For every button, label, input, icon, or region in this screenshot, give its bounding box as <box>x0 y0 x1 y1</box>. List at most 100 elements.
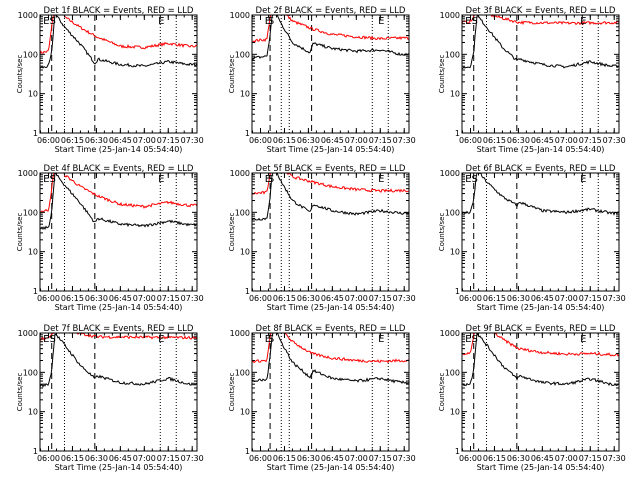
x-tick-label: 06:15 <box>273 454 296 463</box>
y-tick-label: 10 <box>28 408 38 417</box>
x-axis-label: Start Time (25-Jan-14 05:54:40) <box>477 463 605 472</box>
y-axis-label: Counts/sec <box>438 213 446 252</box>
y-tick-label: 1000 <box>230 169 250 178</box>
marker-e-end: E <box>158 16 164 27</box>
x-tick-label: 06:30 <box>507 294 530 303</box>
marker-s: S <box>268 16 274 27</box>
x-axis-label: Start Time (25-Jan-14 05:54:40) <box>267 463 395 472</box>
y-tick-label: 1 <box>33 447 38 456</box>
x-tick-label: 06:00 <box>249 136 272 145</box>
y-tick-label: 1 <box>245 287 250 296</box>
x-tick-label: 06:00 <box>249 454 272 463</box>
x-axis-label: Start Time (25-Jan-14 05:54:40) <box>267 145 395 154</box>
x-tick-label: 06:00 <box>37 294 60 303</box>
x-tick-label: 06:45 <box>321 294 344 303</box>
y-tick-label: 1 <box>245 447 250 456</box>
y-tick-label: 10 <box>450 248 460 257</box>
marker-s: S <box>50 16 56 27</box>
x-tick-label: 06:15 <box>483 294 506 303</box>
plot-frame <box>251 172 410 292</box>
x-axis-label: Start Time (25-Jan-14 05:54:40) <box>267 303 395 312</box>
marker-e-start: E <box>465 16 471 27</box>
x-tick-label: 07:00 <box>133 294 156 303</box>
x-tick-label: 06:15 <box>273 294 296 303</box>
x-axis-label: Start Time (25-Jan-14 05:54:40) <box>55 303 183 312</box>
x-tick-label: 07:30 <box>393 454 416 463</box>
marker-e-start: E <box>43 174 49 185</box>
y-tick-label: 1 <box>33 129 38 138</box>
marker-s: S <box>50 334 56 345</box>
x-tick-label: 07:00 <box>345 454 368 463</box>
lld-series-line <box>462 333 619 357</box>
y-tick-label: 1000 <box>18 11 38 20</box>
x-tick-label: 07:00 <box>555 136 578 145</box>
events-series-line <box>40 333 197 388</box>
y-tick-label: 10 <box>240 248 250 257</box>
y-tick-label: 1 <box>33 287 38 296</box>
y-tick-label: 1 <box>455 129 460 138</box>
x-tick-label: 06:30 <box>85 136 108 145</box>
y-tick-label: 1 <box>455 287 460 296</box>
x-tick-label: 07:00 <box>345 294 368 303</box>
y-tick-label: 100 <box>23 208 38 217</box>
y-tick-label: 10 <box>240 408 250 417</box>
x-tick-label: 07:00 <box>133 454 156 463</box>
y-tick-label: 100 <box>235 208 250 217</box>
marker-s: S <box>472 334 478 345</box>
y-tick-label: 100 <box>445 368 460 377</box>
x-tick-label: 07:30 <box>393 136 416 145</box>
x-tick-label: 07:15 <box>579 136 602 145</box>
events-series-line <box>40 173 197 231</box>
x-tick-label: 07:30 <box>603 136 626 145</box>
x-tick-label: 07:30 <box>181 454 204 463</box>
x-axis-label: Start Time (25-Jan-14 05:54:40) <box>477 145 605 154</box>
marker-e-end: E <box>580 334 586 345</box>
marker-e-start: E <box>43 334 49 345</box>
marker-e-start: E <box>43 16 49 27</box>
y-tick-label: 10 <box>450 90 460 99</box>
events-series-line <box>40 15 197 69</box>
x-axis-label: Start Time (25-Jan-14 05:54:40) <box>477 303 605 312</box>
y-axis-label: Counts/sec <box>228 213 236 252</box>
plot-frame <box>39 172 198 292</box>
marker-e-end: E <box>158 334 164 345</box>
x-tick-label: 07:15 <box>157 454 180 463</box>
x-tick-label: 06:45 <box>109 454 132 463</box>
chart-title: Det 3f BLACK = Events, RED = LLD <box>466 6 616 16</box>
marker-s: S <box>268 174 274 185</box>
plot-frame <box>461 332 620 452</box>
y-axis-label: Counts/sec <box>438 373 446 412</box>
x-tick-label: 06:45 <box>109 136 132 145</box>
x-tick-label: 07:00 <box>555 294 578 303</box>
x-tick-label: 06:15 <box>483 136 506 145</box>
lld-series-line <box>252 173 409 195</box>
plot-frame <box>461 172 620 292</box>
marker-e-end: E <box>378 174 384 185</box>
x-tick-label: 06:30 <box>85 454 108 463</box>
x-tick-label: 06:45 <box>531 294 554 303</box>
x-tick-label: 06:30 <box>85 294 108 303</box>
x-tick-label: 07:00 <box>555 454 578 463</box>
x-tick-label: 06:15 <box>483 454 506 463</box>
x-tick-label: 07:15 <box>369 136 392 145</box>
y-tick-label: 10 <box>450 408 460 417</box>
marker-e-end: E <box>378 16 384 27</box>
y-axis-label: Counts/sec <box>438 55 446 94</box>
plot-frame <box>251 14 410 134</box>
y-tick-label: 1 <box>245 129 250 138</box>
lld-series-line <box>252 15 409 43</box>
chart-title: Det 9f BLACK = Events, RED = LLD <box>466 324 616 334</box>
x-tick-label: 07:30 <box>393 294 416 303</box>
chart-title: Det 5f BLACK = Events, RED = LLD <box>256 164 406 174</box>
plot-frame <box>39 332 198 452</box>
y-tick-label: 1000 <box>18 329 38 338</box>
events-series-line <box>462 15 619 70</box>
marker-e-end: E <box>580 174 586 185</box>
plot-frame <box>251 332 410 452</box>
x-tick-label: 06:30 <box>297 294 320 303</box>
x-tick-label: 07:30 <box>603 454 626 463</box>
lld-series-line <box>462 15 619 26</box>
